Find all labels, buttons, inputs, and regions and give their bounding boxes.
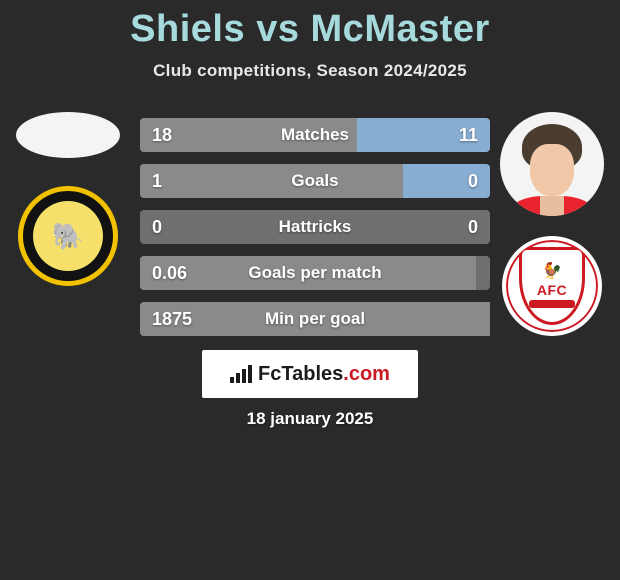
left-column: 🐘	[8, 112, 128, 286]
stat-row: 0Hattricks0	[140, 210, 490, 244]
stat-row: 1Goals0	[140, 164, 490, 198]
bar-chart-icon	[230, 365, 252, 383]
player1-club-badge: 🐘	[18, 186, 118, 286]
stat-row: 0.06Goals per match	[140, 256, 490, 290]
logo-text-b: .com	[343, 363, 390, 385]
snapshot-date: 18 january 2025	[0, 409, 620, 429]
player2-club-badge: 🐓 AFC	[502, 236, 602, 336]
stat-row: 1875Min per goal	[140, 302, 490, 336]
stats-panel: 18Matches111Goals00Hattricks00.06Goals p…	[140, 118, 490, 348]
right-column: 🐓 AFC	[492, 112, 612, 336]
stat-row: 18Matches11	[140, 118, 490, 152]
comparison-title: Shiels vs McMaster	[0, 0, 620, 51]
stat-value-right: 0	[468, 210, 478, 244]
fctables-logo: FcTables.com	[202, 350, 418, 398]
ribbon-icon	[529, 300, 575, 308]
player2-photo	[500, 112, 604, 216]
stat-label: Goals per match	[140, 256, 490, 290]
elephant-icon: 🐘	[33, 201, 103, 271]
club-monogram: AFC	[537, 282, 567, 298]
player2-name: McMaster	[311, 8, 490, 50]
player1-photo	[16, 112, 120, 158]
player2-face	[512, 120, 592, 216]
player1-name: Shiels	[130, 8, 245, 50]
comparison-subtitle: Club competitions, Season 2024/2025	[0, 61, 620, 81]
stat-label: Hattricks	[140, 210, 490, 244]
rooster-icon: 🐓	[542, 264, 562, 280]
stat-label: Matches	[140, 118, 490, 152]
stat-value-right: 0	[468, 164, 478, 198]
logo-text-a: FcTables	[258, 363, 343, 385]
stat-value-right: 11	[459, 118, 478, 152]
stat-label: Goals	[140, 164, 490, 198]
stat-label: Min per goal	[140, 302, 490, 336]
vs-label: vs	[256, 8, 299, 50]
